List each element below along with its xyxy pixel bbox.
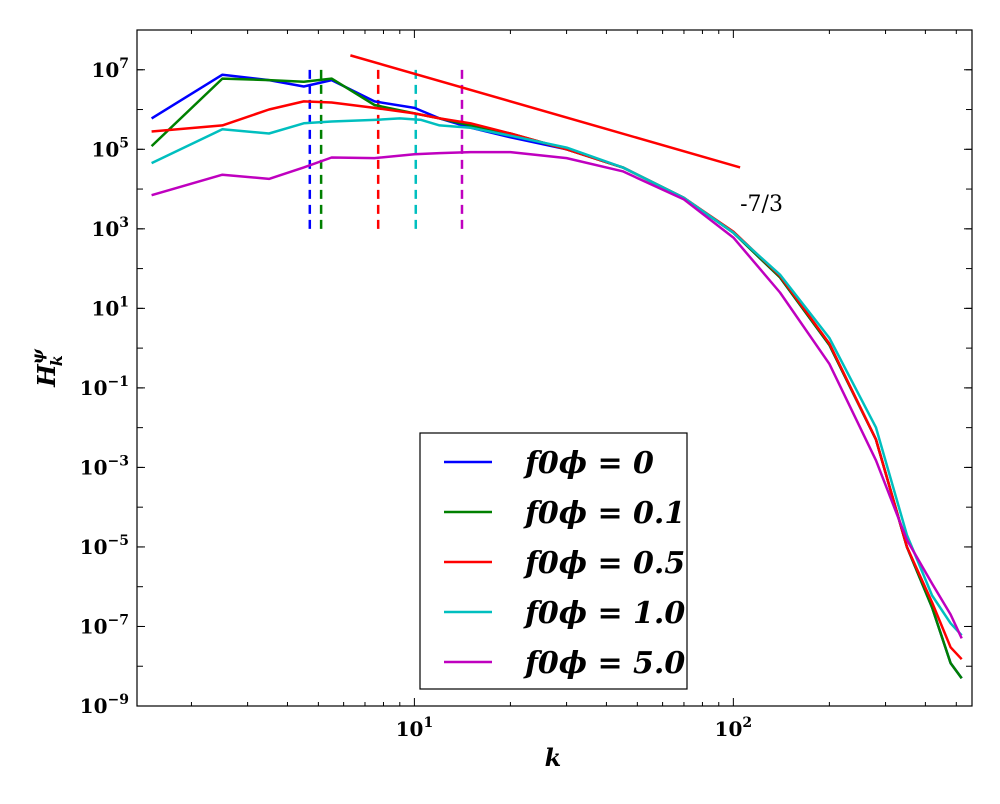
svg-text:Hkψ: Hkψ	[28, 348, 66, 388]
y-axis-label-sup: ψ	[28, 348, 47, 364]
legend-label-f0phi_0: f0ϕ = 0	[523, 446, 654, 481]
series-line-f0phi_5.0	[151, 150, 963, 639]
plot-frame	[136, 29, 973, 707]
y-tick-label: 103	[91, 215, 129, 241]
y-tick-label: 10−7	[80, 612, 129, 638]
y-tick-label: 10−1	[80, 374, 129, 400]
x-tick-label: 102	[715, 715, 753, 741]
series-line-f0phi_1.0	[151, 117, 963, 637]
slope-annotation: -7/3	[740, 192, 783, 217]
legend-label-f0phi_5.0: f0ϕ = 5.0	[523, 646, 685, 681]
x-axis-label: k	[545, 743, 562, 772]
legend-label-f0phi_0.1: f0ϕ = 0.1	[523, 496, 685, 531]
legend: f0ϕ = 0 f0ϕ = 0.1 f0ϕ = 0.5 f0ϕ = 1.0 f0ϕ = …	[419, 432, 688, 690]
slope-reference	[350, 54, 741, 169]
y-axis-label-sub: k	[47, 355, 66, 366]
x-tick-label: 101	[396, 715, 434, 741]
legend-label-f0phi_0.5: f0ϕ = 0.5	[523, 546, 685, 581]
y-axis-label: Hkψ	[28, 348, 66, 388]
y-tick-label: 10−5	[80, 533, 129, 559]
y-axis-label-main: H	[32, 363, 61, 388]
y-tick-label: 105	[91, 135, 129, 161]
y-tick-label: 107	[91, 56, 129, 82]
y-tick-label: 10−9	[80, 692, 129, 718]
legend-label-f0phi_1.0: f0ϕ = 1.0	[523, 596, 685, 631]
y-tick-label: 10−3	[80, 453, 129, 479]
y-tick-label: 101	[91, 294, 129, 320]
